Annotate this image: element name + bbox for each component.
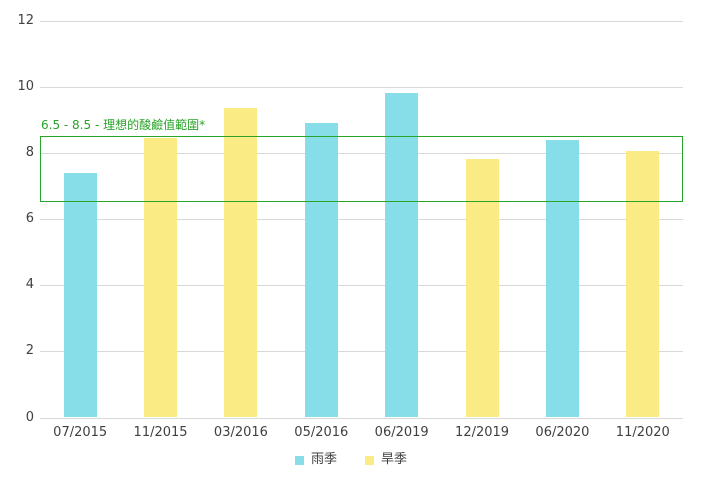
gridline-y-12	[40, 20, 683, 22]
ideal-range-box	[40, 136, 683, 203]
y-axis-label-6: 6	[25, 211, 34, 226]
bar-11/2020[interactable]	[626, 151, 660, 418]
legend-label: 雨季	[310, 452, 337, 467]
y-axis-label-12: 12	[17, 12, 34, 28]
chart-legend: 雨季 旱季	[0, 451, 702, 469]
ideal-range-label: 6.5 - 8.5 - 理想的酸鹼值範圍*	[41, 118, 206, 133]
bar-11/2015[interactable]	[144, 137, 178, 418]
y-axis-label-2: 2	[25, 343, 34, 359]
legend-swatch-icon	[294, 455, 304, 465]
gridline-y-8	[40, 152, 683, 154]
bar-07/2015[interactable]	[63, 172, 97, 418]
gridline-y-4	[40, 285, 683, 287]
x-axis-label-03/2016: 03/2016	[213, 425, 268, 440]
bar-06/2020[interactable]	[545, 139, 579, 418]
bar-06/2019[interactable]	[385, 93, 419, 418]
bar-12/2019[interactable]	[465, 159, 499, 418]
x-axis-label-06/2020: 06/2020	[535, 425, 590, 440]
bar-03/2016[interactable]	[224, 108, 258, 418]
y-axis-label-0: 0	[25, 409, 34, 425]
x-axis-label-07/2015: 07/2015	[53, 425, 108, 440]
y-axis-label-4: 4	[25, 277, 34, 293]
y-axis-label-10: 10	[17, 78, 34, 94]
gridline-y-0	[40, 417, 683, 419]
gridline-y-6	[40, 219, 683, 220]
y-axis-label-8: 8	[25, 144, 34, 160]
x-axis-label-12/2019: 12/2019	[455, 425, 510, 440]
legend-item-旱季[interactable]: 旱季	[365, 452, 407, 468]
gridline-y-10	[40, 86, 683, 88]
legend-item-雨季[interactable]: 雨季	[294, 452, 337, 468]
gridline-y-2	[40, 351, 683, 353]
x-axis-label-05/2016: 05/2016	[294, 425, 349, 440]
x-axis-label-11/2020: 11/2020	[615, 425, 670, 440]
bar-05/2016[interactable]	[304, 123, 338, 418]
x-axis-label-06/2019: 06/2019	[374, 425, 429, 440]
legend-label: 旱季	[381, 452, 408, 467]
legend-swatch-icon	[365, 455, 374, 465]
x-axis-label-11/2015: 11/2015	[133, 425, 188, 440]
